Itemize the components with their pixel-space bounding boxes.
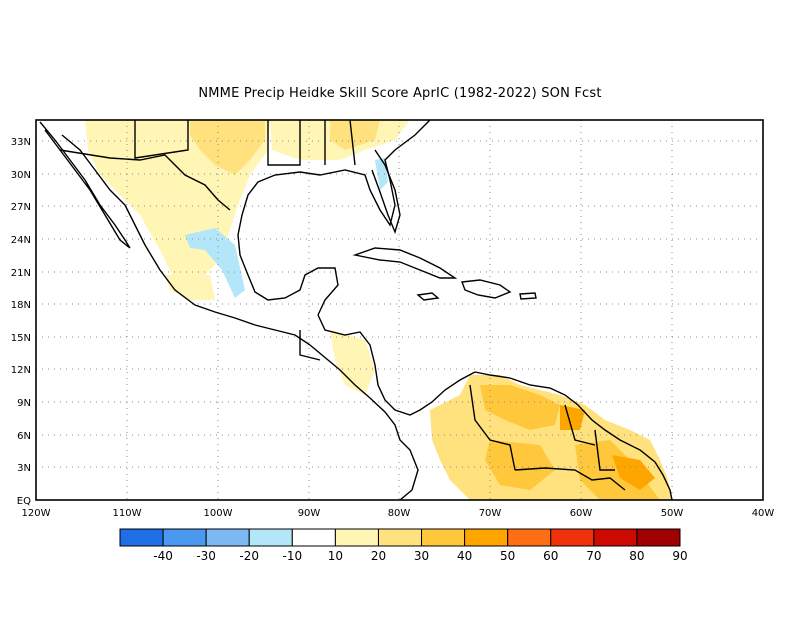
y-tick-3n: 3N	[17, 463, 31, 474]
x-tick-100w: 100W	[204, 508, 233, 519]
coast-jamaica	[416, 292, 440, 301]
colorbar-swatch	[248, 528, 293, 547]
colorbar-swatch	[162, 528, 207, 547]
colorbar-label: 30	[414, 549, 429, 563]
y-tick-12n: 12N	[11, 365, 31, 376]
colorbar-label: 90	[672, 549, 687, 563]
colorbar-label: 50	[500, 549, 515, 563]
border-us-state	[134, 120, 189, 159]
coast-cuba	[352, 247, 458, 279]
x-tick-60w: 60W	[570, 508, 593, 519]
y-tick-27n: 27N	[11, 202, 31, 213]
colorbar-swatch	[205, 528, 250, 547]
border-us-state-4	[349, 120, 356, 166]
coast-central-america	[317, 314, 476, 416]
colorbar-label: 20	[371, 549, 386, 563]
skill-patch-central-america	[330, 330, 375, 395]
x-tick-90w: 90W	[298, 508, 321, 519]
colorbar-swatch	[421, 528, 466, 547]
skill-patch-venezuela	[480, 385, 560, 430]
coast-south-america	[474, 371, 673, 500]
colorbar-swatch	[507, 528, 552, 547]
skill-patch-southeast-us-mid	[330, 120, 380, 150]
x-tick-70w: 70W	[479, 508, 502, 519]
colorbar	[119, 528, 681, 547]
colorbar-swatch	[119, 528, 164, 547]
coast-puerto-rico	[519, 292, 537, 300]
y-tick-18n: 18N	[11, 300, 31, 311]
skill-shading	[85, 120, 672, 500]
border-us-mexico	[59, 149, 231, 211]
skill-patch-amazon	[485, 440, 555, 490]
colorbar-swatch	[291, 528, 336, 547]
y-tick-21n: 21N	[11, 268, 31, 279]
y-tick-9n: 9N	[17, 398, 31, 409]
x-tick-80w: 80W	[388, 508, 411, 519]
colorbar-swatch	[636, 528, 681, 547]
colorbar-labels: -40 -30 -20 -10 10 20 30 40 50 60 70 80 90	[153, 549, 687, 563]
coast-gulf	[237, 120, 431, 316]
y-tick-24n: 24N	[11, 235, 31, 246]
border-south-america-1	[469, 384, 516, 471]
x-tick-110w: 110W	[113, 508, 142, 519]
skill-patch-negative-mexico	[185, 228, 245, 298]
x-tick-50w: 50W	[661, 508, 684, 519]
y-tick-eq: EQ	[17, 496, 31, 507]
skill-patch-south-mexico	[165, 275, 215, 300]
colorbar-label: -30	[196, 549, 216, 563]
colorbar-label: 60	[543, 549, 558, 563]
plot-frame	[35, 119, 764, 501]
y-tick-33n: 33N	[11, 137, 31, 148]
skill-patch-texas	[190, 120, 265, 175]
map-title: NMME Precip Heidke Skill Score AprIC (19…	[198, 86, 602, 101]
border-guatemala	[299, 330, 321, 361]
colorbar-swatch	[550, 528, 595, 547]
border-guiana-1	[564, 404, 596, 446]
colorbar-label: 40	[457, 549, 472, 563]
y-tick-6n: 6N	[17, 431, 31, 442]
colorbar-label: -10	[283, 549, 303, 563]
colorbar-label: 80	[629, 549, 644, 563]
coast-florida	[371, 149, 401, 235]
coast-baja	[39, 121, 131, 249]
x-axis-ticks: 120W 110W 100W 90W 80W 70W 60W 50W 40W	[22, 508, 775, 519]
colorbar-swatch	[464, 528, 509, 547]
colorbar-swatch	[593, 528, 638, 547]
colorbar-label: 10	[328, 549, 343, 563]
x-tick-40w: 40W	[752, 508, 775, 519]
y-axis-ticks: EQ 3N 6N 9N 12N 15N 18N 21N 24N 27N 30N …	[11, 137, 31, 507]
x-tick-120w: 120W	[22, 508, 51, 519]
colorbar-label: 70	[586, 549, 601, 563]
colorbar-swatch	[334, 528, 379, 547]
coastlines	[39, 120, 673, 500]
colorbar-swatch	[377, 528, 423, 547]
coast-hispaniola	[461, 279, 512, 299]
colorbar-label: -20	[239, 549, 259, 563]
colorbar-label: -40	[153, 549, 173, 563]
y-tick-30n: 30N	[11, 170, 31, 181]
border-south-america-2	[514, 467, 626, 491]
coast-central-america-pacific	[309, 344, 419, 500]
coast-mexico-west	[61, 134, 311, 346]
skill-patch-brazil-east	[612, 455, 655, 490]
border-guiana-2	[594, 429, 615, 471]
y-tick-15n: 15N	[11, 333, 31, 344]
border-us-state-2	[267, 120, 301, 166]
